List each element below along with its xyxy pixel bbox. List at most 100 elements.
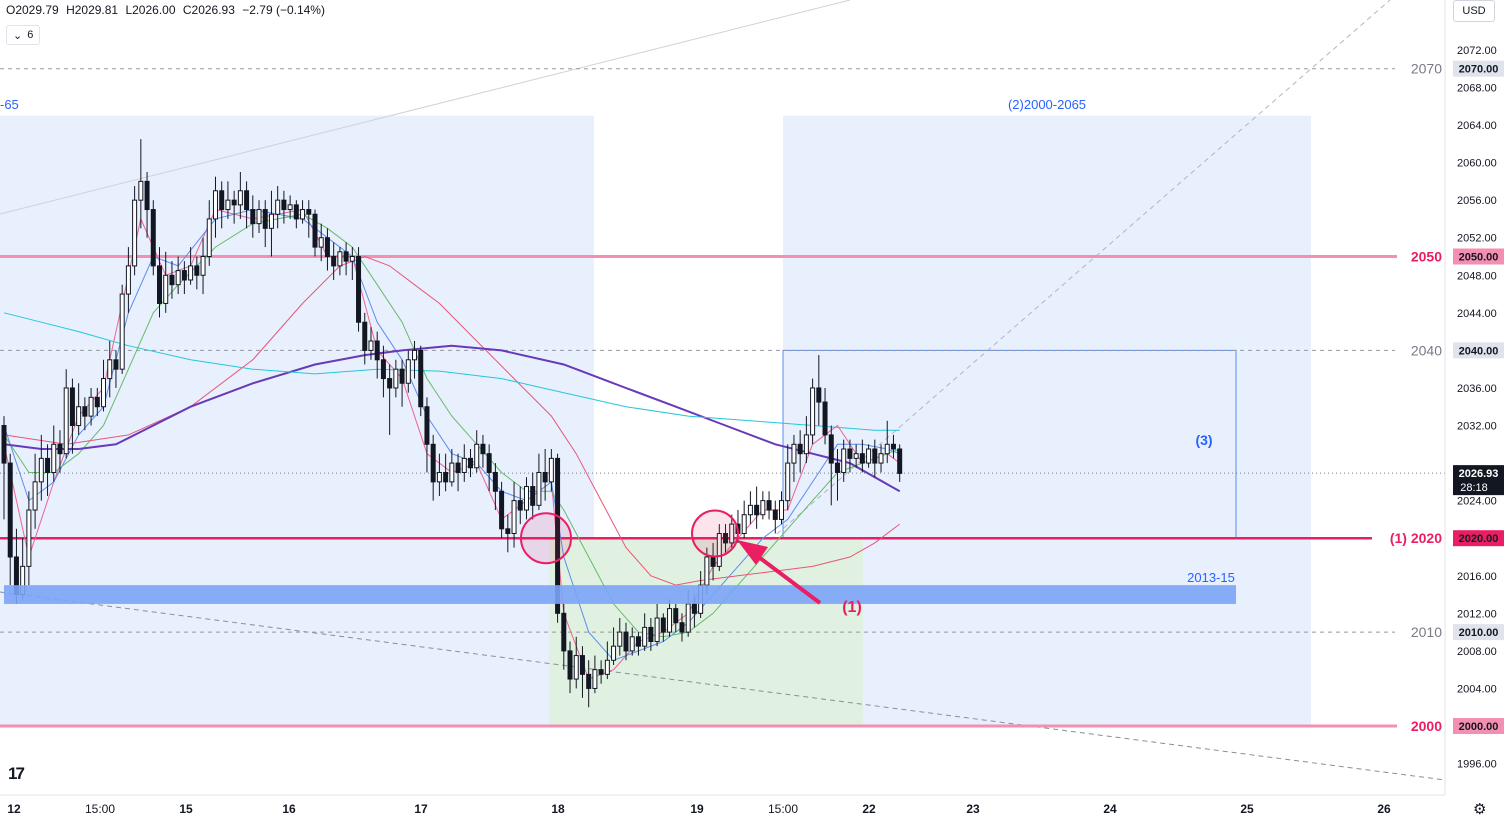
- candle: [368, 326, 374, 360]
- candle-body: [691, 603, 697, 614]
- candle-body: [586, 673, 592, 689]
- price-axis-badge-text: 2040.00: [1459, 345, 1499, 357]
- candle-body: [486, 453, 492, 473]
- price-line-label: 2010: [1411, 624, 1442, 640]
- candle: [542, 448, 548, 501]
- annotation-arrow-shaft[interactable]: [750, 550, 822, 605]
- y-tick-label: 2068.00: [1457, 82, 1497, 94]
- right-range-box[interactable]: [783, 115, 1311, 726]
- candle-body: [579, 655, 585, 675]
- candle-body: [747, 504, 753, 516]
- candle-body: [430, 443, 436, 483]
- candle-body: [275, 199, 281, 215]
- candle-body: [188, 265, 194, 281]
- y-tick-label: 2008.00: [1457, 646, 1497, 658]
- candle: [536, 453, 542, 511]
- candle: [642, 613, 648, 651]
- candle-body: [262, 209, 268, 229]
- candle: [461, 444, 467, 482]
- candle: [200, 237, 206, 295]
- candle: [660, 613, 666, 642]
- highlight-circle[interactable]: [691, 509, 739, 558]
- candle-body: [884, 443, 890, 455]
- candle: [654, 603, 660, 647]
- price-axis-badge: [1453, 248, 1504, 265]
- candle-body: [455, 462, 461, 473]
- candle-body: [573, 655, 579, 680]
- candle: [82, 397, 88, 431]
- candle-body: [206, 218, 212, 258]
- candle: [505, 514, 511, 553]
- candle: [884, 420, 890, 464]
- price-line-label: (1) 2020: [1390, 530, 1442, 546]
- candle-body: [436, 471, 442, 483]
- candle-body: [754, 504, 760, 516]
- candle: [548, 448, 554, 492]
- candle: [474, 430, 480, 473]
- candle-body: [306, 209, 312, 215]
- candle: [797, 430, 803, 473]
- trend-line-upper[interactable]: [0, 0, 851, 215]
- currency-button[interactable]: USD: [1453, 0, 1495, 22]
- y-tick-label: 2036.00: [1457, 383, 1497, 395]
- candle-body: [530, 486, 536, 506]
- candle-body: [225, 199, 231, 211]
- candle: [244, 181, 250, 229]
- support-band[interactable]: [4, 585, 1236, 604]
- price-line-label: 2000: [1411, 718, 1442, 734]
- candle: [611, 627, 617, 665]
- candle-body: [816, 387, 822, 403]
- candle-body: [847, 448, 853, 459]
- candle: [293, 200, 299, 229]
- candle-body: [598, 669, 604, 675]
- gear-icon[interactable]: ⚙: [1473, 801, 1487, 818]
- moving-average-line: [3, 312, 900, 431]
- candle-body: [250, 209, 256, 225]
- candle: [212, 176, 218, 238]
- x-tick-label: 15:00: [85, 802, 115, 816]
- candle: [468, 448, 473, 478]
- candle-body: [480, 443, 486, 455]
- candle: [125, 247, 131, 313]
- indicators-toggle-button[interactable]: ⌄ 6: [6, 25, 41, 45]
- candle-body: [281, 199, 287, 211]
- candle-body: [654, 617, 660, 642]
- candle-body: [803, 434, 809, 455]
- candle-body: [567, 650, 573, 680]
- candle-body: [611, 645, 617, 661]
- candle: [113, 350, 119, 388]
- y-tick-label: 2056.00: [1457, 195, 1497, 207]
- candle: [517, 486, 523, 525]
- candle-body: [561, 612, 567, 652]
- candle-body: [312, 213, 318, 248]
- candle: [26, 491, 32, 586]
- highlight-circle[interactable]: [520, 512, 572, 565]
- x-tick-label: 23: [966, 802, 980, 816]
- y-tick-label: 2012.00: [1457, 608, 1497, 620]
- candle-body: [418, 349, 424, 408]
- candle-body: [181, 270, 187, 281]
- candle-body: [231, 199, 237, 206]
- candle: [766, 491, 772, 520]
- candle-body: [387, 378, 393, 389]
- y-tick-label: 2048.00: [1457, 270, 1497, 282]
- candle-body: [32, 481, 38, 511]
- candle: [573, 636, 579, 689]
- y-tick-label: 2004.00: [1457, 683, 1497, 695]
- candle-body: [660, 617, 666, 633]
- candle-body: [157, 265, 162, 304]
- candle-body: [741, 514, 747, 535]
- candle-body: [872, 448, 878, 464]
- candle: [629, 627, 635, 656]
- candle-body: [212, 190, 218, 220]
- candle-body: [144, 180, 150, 211]
- candle: [741, 500, 747, 539]
- candle-body: [797, 443, 803, 455]
- candle-body: [723, 533, 729, 544]
- candle: [635, 632, 641, 656]
- annotation-arrow-head[interactable]: [737, 540, 768, 565]
- candle-body: [623, 631, 629, 652]
- candle-body: [461, 457, 467, 473]
- candle-body: [380, 359, 386, 380]
